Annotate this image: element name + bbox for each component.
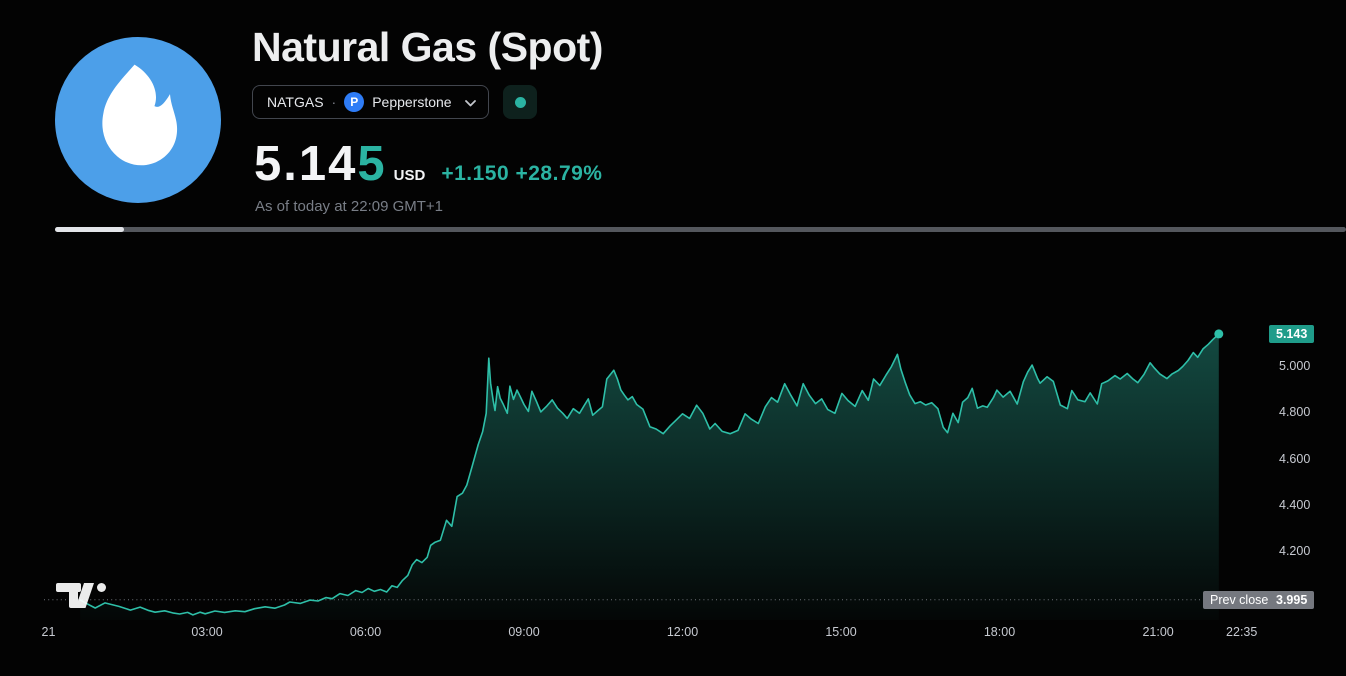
- symbol-code: NATGAS: [267, 94, 324, 110]
- price-tick-label: 4.400: [1279, 497, 1311, 512]
- prev-close-label-badge: Prev close: [1203, 590, 1276, 609]
- price-tick-label: 5.000: [1279, 359, 1311, 373]
- chevron-down-icon: [464, 99, 476, 106]
- prev-close-value-badge: 3.995: [1269, 590, 1315, 609]
- tradingview-logo[interactable]: [56, 583, 108, 611]
- time-tick-label: 18:00: [983, 625, 1016, 639]
- price-tick-label: 4.600: [1279, 451, 1311, 466]
- time-tick-label: 21:00: [1142, 625, 1174, 639]
- time-tick-label: 06:00: [349, 625, 382, 639]
- last-price-value: 5.145: [254, 137, 387, 191]
- separator-dot: ·: [331, 94, 337, 110]
- pepperstone-icon-letter: P: [350, 95, 359, 109]
- time-tick-label: 15:00: [825, 625, 857, 639]
- pepperstone-icon: P: [344, 92, 365, 112]
- time-tick-label: 21: [41, 625, 56, 639]
- symbol-logo: [55, 37, 221, 203]
- broker-name: Pepperstone: [372, 94, 452, 110]
- market-open-dot-icon: [514, 96, 526, 108]
- page-title: Natural Gas (Spot): [252, 24, 603, 70]
- time-tick-label: 03:00: [191, 625, 223, 639]
- time-tick-label: 22:35: [1226, 625, 1258, 639]
- last-price-badge: 5.143: [1269, 324, 1315, 343]
- as-of-timestamp: As of today at 22:09 GMT+1: [255, 198, 444, 215]
- time-tick-label: 12:00: [666, 625, 699, 639]
- currency-label: USD: [393, 167, 426, 184]
- price-line: [79, 333, 1220, 616]
- tradingview-logo-icon: [56, 583, 106, 608]
- market-status-button[interactable]: [503, 85, 537, 119]
- last-point-marker: [1214, 329, 1224, 339]
- flame-icon: [55, 37, 221, 203]
- price-row: 5.145 USD +1.150 +28.79%: [254, 136, 602, 192]
- price-change: +1.150 +28.79%: [441, 162, 603, 185]
- scrollbar-thumb[interactable]: [55, 227, 124, 232]
- horizontal-scrollbar[interactable]: [55, 227, 1346, 232]
- price-tick-label: 4.800: [1279, 405, 1311, 420]
- price-tick-label: 4.200: [1279, 544, 1311, 559]
- time-tick-label: 09:00: [508, 625, 540, 639]
- symbol-switcher-button[interactable]: NATGAS · P Pepperstone: [252, 85, 489, 119]
